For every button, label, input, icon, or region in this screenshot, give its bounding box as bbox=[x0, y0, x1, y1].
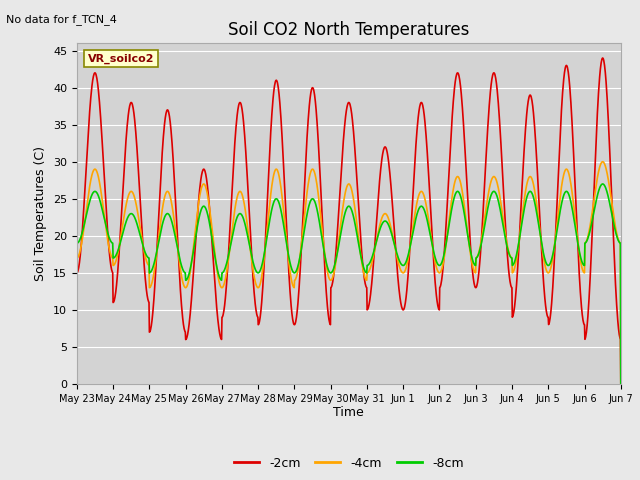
X-axis label: Time: Time bbox=[333, 407, 364, 420]
Text: No data for f_TCN_4: No data for f_TCN_4 bbox=[6, 14, 117, 25]
Legend: -2cm, -4cm, -8cm: -2cm, -4cm, -8cm bbox=[229, 452, 468, 475]
Title: Soil CO2 North Temperatures: Soil CO2 North Temperatures bbox=[228, 21, 470, 39]
Y-axis label: Soil Temperatures (C): Soil Temperatures (C) bbox=[35, 146, 47, 281]
Text: VR_soilco2: VR_soilco2 bbox=[88, 53, 154, 64]
